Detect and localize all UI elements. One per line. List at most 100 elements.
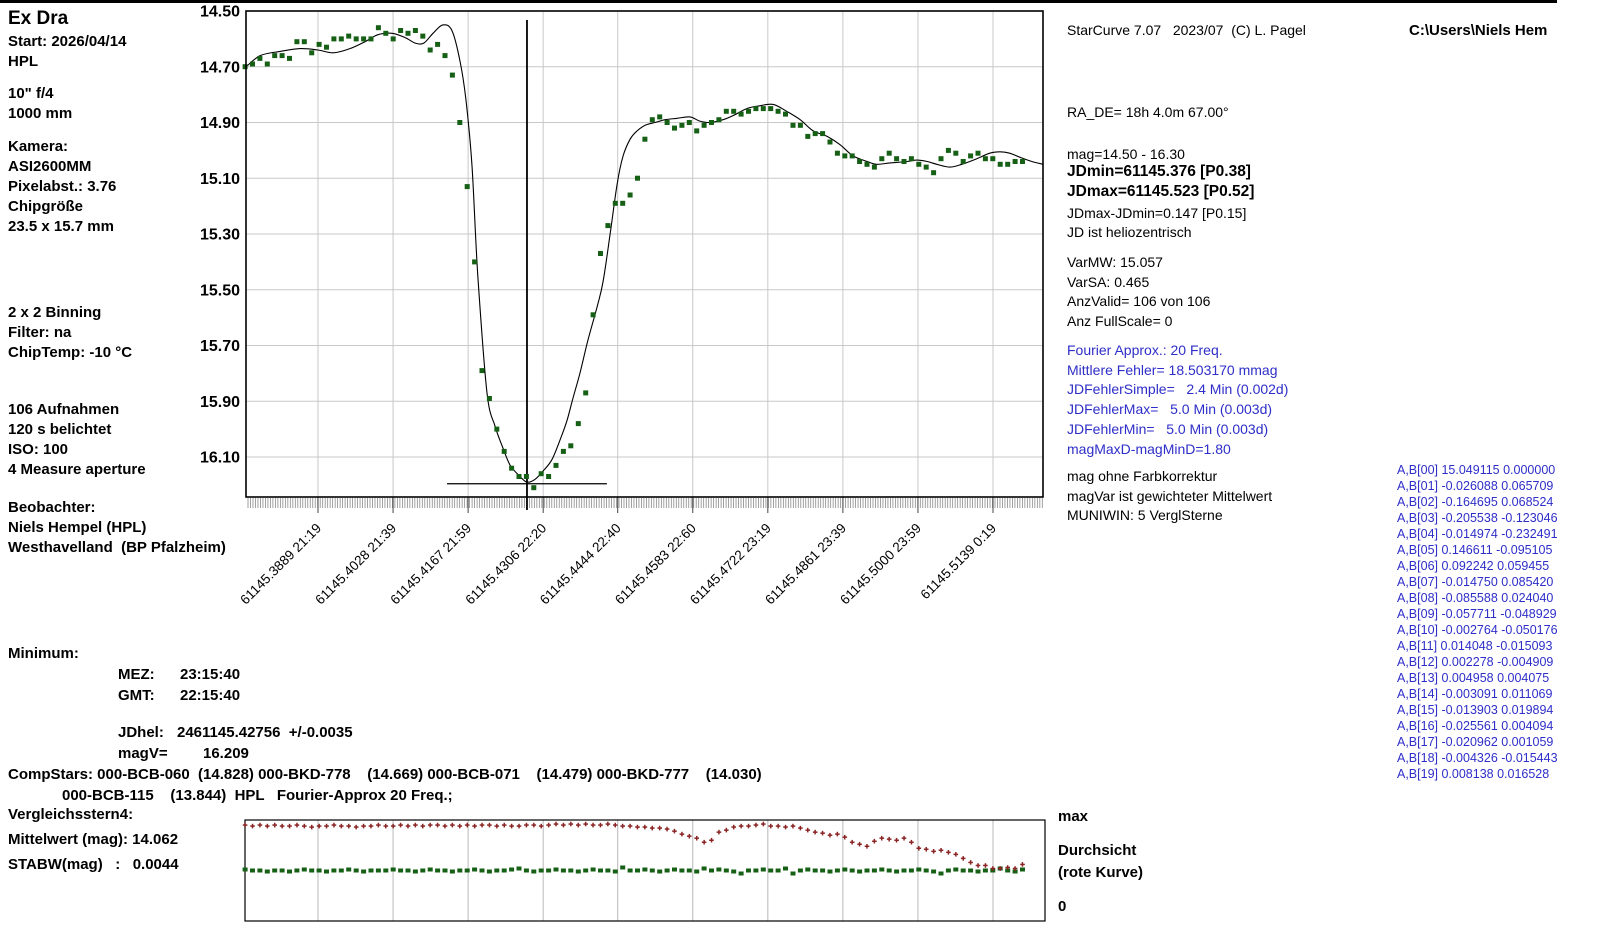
comparison-star-point bbox=[857, 869, 863, 874]
light-curve-point bbox=[405, 30, 411, 36]
comparison-star-point bbox=[886, 868, 892, 873]
exposure: 120 s belichtet bbox=[8, 421, 112, 438]
durchsicht-point bbox=[1006, 865, 1009, 870]
durchsicht-point bbox=[829, 832, 831, 838]
light-curve-point bbox=[523, 474, 529, 479]
measure-aperture: 4 Measure aperture bbox=[8, 461, 146, 478]
comparison-star-point bbox=[516, 866, 522, 871]
light-curve-point bbox=[279, 53, 285, 59]
coefficient-line: A,B[06] 0.092242 0.059455 bbox=[1397, 559, 1550, 573]
light-curve-point bbox=[449, 72, 455, 78]
durchsicht-point bbox=[281, 823, 283, 829]
chip-label: Chipgröße bbox=[8, 198, 83, 215]
coefficient-line: A,B[14] -0.003091 0.011069 bbox=[1397, 687, 1553, 701]
durchsicht-point bbox=[607, 821, 609, 827]
light-curve-point bbox=[435, 41, 441, 47]
light-curve-point bbox=[908, 156, 914, 162]
light-curve-point bbox=[672, 125, 677, 131]
fourier-fit-curve bbox=[245, 24, 1044, 483]
durchsicht-point bbox=[348, 823, 350, 829]
durchsicht-point bbox=[799, 825, 802, 831]
comparison-star-point bbox=[324, 869, 329, 874]
telescope: 10" f/4 bbox=[8, 85, 54, 102]
comparison-star-point bbox=[412, 869, 418, 874]
durchsicht-point bbox=[792, 823, 794, 829]
light-curve-point bbox=[968, 153, 974, 159]
light-curve-point bbox=[486, 396, 492, 401]
comparison-star-point bbox=[316, 868, 322, 873]
comparison-star-point bbox=[931, 869, 937, 874]
durchsicht-point bbox=[496, 823, 498, 829]
durchsicht-point bbox=[399, 822, 402, 828]
light-curve-point bbox=[353, 36, 359, 42]
durchsicht-point bbox=[621, 823, 624, 829]
y-axis-label: 14.50 bbox=[200, 4, 240, 21]
durchsicht-point bbox=[888, 836, 890, 842]
star-name: Ex Dra bbox=[8, 8, 69, 29]
magv-value: 16.209 bbox=[203, 745, 249, 762]
comparison-star-point bbox=[338, 868, 344, 873]
light-curve-point bbox=[945, 147, 951, 153]
light-curve-point bbox=[553, 462, 559, 468]
mag-range: mag=14.50 - 16.30 bbox=[1067, 146, 1185, 162]
file-path: C:\Users\Niels Hem bbox=[1409, 22, 1548, 39]
jd-helio-note: JD ist heliozentrisch bbox=[1067, 224, 1192, 240]
light-curve-point bbox=[250, 61, 255, 67]
durchsicht-point bbox=[947, 850, 950, 855]
durchsicht-point bbox=[718, 829, 720, 835]
durchsicht-point bbox=[895, 837, 898, 843]
light-curve-point bbox=[746, 108, 751, 114]
coefficient-line: A,B[16] -0.025561 0.004094 bbox=[1397, 719, 1554, 733]
comparison-star-point bbox=[583, 868, 589, 873]
durchsicht-point bbox=[977, 863, 979, 868]
comparison-star-point bbox=[287, 869, 292, 874]
observer-name: Niels Hempel (HPL) bbox=[8, 519, 147, 536]
light-curve-point bbox=[346, 33, 352, 39]
light-curve-point bbox=[664, 120, 670, 125]
light-curve-point bbox=[723, 108, 729, 114]
light-curve-point bbox=[694, 128, 700, 134]
durchsicht-point bbox=[703, 839, 705, 845]
durchsicht-point bbox=[984, 863, 987, 868]
durchsicht-point bbox=[251, 823, 254, 829]
durchsicht-point bbox=[444, 823, 446, 829]
observing-site: Westhavelland (BP Pfalzheim) bbox=[8, 539, 226, 556]
coefficient-line: A,B[03] -0.205538 -0.123046 bbox=[1397, 511, 1558, 525]
pixel-scale: Pixelabst.: 3.76 bbox=[8, 178, 117, 195]
comparison-star-point bbox=[405, 868, 411, 873]
comparison-star-point bbox=[783, 866, 788, 871]
light-curve-point bbox=[916, 161, 922, 167]
light-curve-point bbox=[768, 106, 774, 112]
light-curve-point bbox=[931, 170, 937, 176]
light-curve-point bbox=[849, 153, 855, 159]
durchsicht-point bbox=[325, 823, 328, 829]
durchsicht-point bbox=[696, 835, 698, 841]
chip-temp: ChipTemp: -10 °C bbox=[8, 344, 133, 361]
durchsicht-point bbox=[651, 825, 653, 831]
comparison-star-point bbox=[923, 868, 929, 873]
light-curve-point bbox=[679, 122, 685, 128]
comparison-star-point bbox=[464, 868, 470, 873]
variable-stat-line: Anz FullScale= 0 bbox=[1067, 312, 1173, 329]
observer-label: Beobachter: bbox=[8, 499, 96, 516]
durchsicht-point bbox=[918, 846, 920, 851]
durchsicht-point bbox=[259, 822, 261, 828]
comparison-star-point bbox=[353, 868, 359, 873]
jdmin: JDmin=61145.376 [P0.38] bbox=[1067, 163, 1251, 180]
comparison-star-point bbox=[501, 868, 507, 873]
light-curve-point bbox=[494, 426, 500, 432]
comparison-star-point bbox=[1005, 868, 1011, 873]
light-curve-point bbox=[1020, 159, 1025, 164]
software-credit: StarCurve 7.07 2023/07 (C) L. Pagel bbox=[1067, 22, 1306, 38]
comparison-star-point bbox=[945, 868, 951, 873]
magv-label: magV= bbox=[118, 745, 168, 762]
light-curve-point bbox=[701, 122, 707, 128]
light-curve-point bbox=[612, 200, 618, 206]
x-axis-label: 61145.4861 23:39 bbox=[762, 521, 849, 608]
durchsicht-point bbox=[710, 837, 713, 843]
notes: mag ohne Farbkorrektur magVar ist gewicht… bbox=[1067, 467, 1272, 526]
comparison-star-point bbox=[953, 867, 959, 872]
comparison-star-point bbox=[849, 868, 855, 873]
comparison-star-point bbox=[368, 868, 374, 873]
light-curve-point bbox=[657, 114, 663, 120]
